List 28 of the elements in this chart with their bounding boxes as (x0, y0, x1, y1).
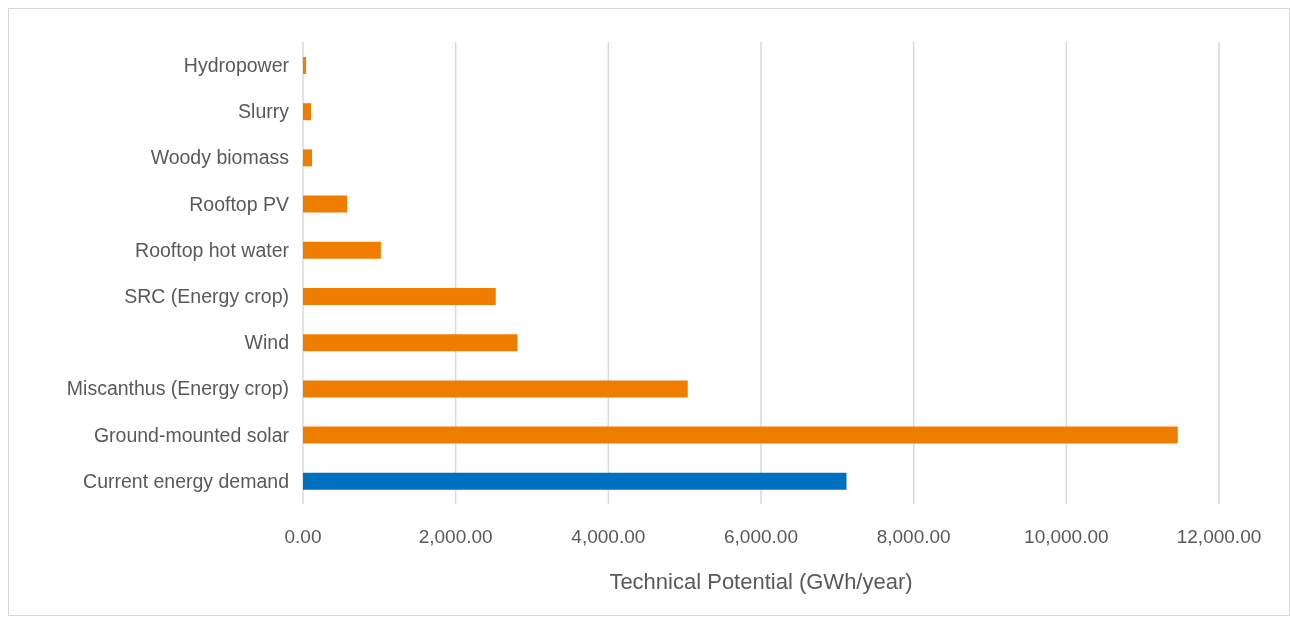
y-tick-label: Woody biomass (150, 146, 290, 169)
bar (303, 195, 348, 213)
y-tick-label: Rooftop hot water (135, 238, 290, 261)
bar (303, 426, 1178, 444)
x-tick-label: 6,000.00 (724, 526, 798, 548)
bar (303, 472, 847, 490)
x-tick-label: 8,000.00 (876, 526, 951, 548)
bar (303, 57, 307, 74)
y-tick-label: Rooftop PV (189, 192, 289, 215)
y-tick-label: Current energy demand (83, 469, 289, 492)
bar (303, 149, 313, 167)
x-tick-label: 0.00 (284, 526, 322, 548)
x-tick-label: 12,000.00 (1176, 526, 1262, 548)
x-axis-title: Technical Potential (GWh/year) (609, 569, 913, 594)
bar (303, 334, 518, 352)
bar (303, 288, 496, 305)
y-tick-label: SRC (Energy crop) (124, 285, 289, 308)
y-tick-label: Ground-mounted solar (93, 423, 290, 446)
y-tick-label: Slurry (238, 100, 290, 123)
bar (303, 241, 381, 259)
x-tick-label: 10,000.00 (1024, 526, 1109, 548)
bar (303, 380, 688, 398)
y-tick-label: Miscanthus (Energy crop) (66, 377, 289, 400)
y-tick-label: Wind (244, 331, 289, 354)
bar (303, 103, 312, 121)
x-tick-label: 2,000.00 (418, 526, 493, 548)
y-tick-label: Hydropower (183, 54, 290, 77)
x-tick-label: 4,000.00 (571, 526, 646, 548)
